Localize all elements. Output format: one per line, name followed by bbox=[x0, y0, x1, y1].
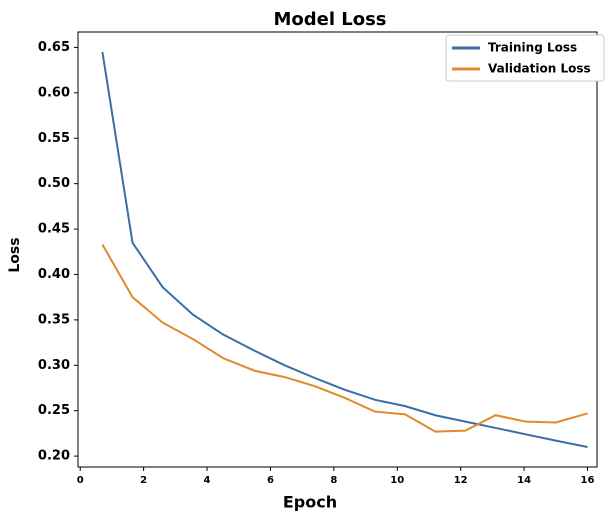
line-series bbox=[101, 244, 588, 433]
x-tick-label: 8 bbox=[330, 475, 337, 486]
legend-label: Validation Loss bbox=[488, 62, 591, 76]
x-tick-label: 16 bbox=[581, 475, 595, 486]
y-tick-label: 0.60 bbox=[38, 85, 70, 100]
y-tick-label: 0.25 bbox=[38, 403, 70, 418]
x-tick-label: 6 bbox=[267, 475, 274, 486]
x-tick-label: 10 bbox=[390, 475, 404, 486]
y-tick-label: 0.40 bbox=[38, 267, 70, 282]
x-tick-label: 14 bbox=[517, 475, 531, 486]
x-tick-label: 4 bbox=[204, 475, 211, 486]
y-tick-label: 0.35 bbox=[38, 312, 70, 327]
line-series bbox=[101, 51, 588, 449]
x-axis-label: Epoch bbox=[283, 493, 337, 512]
y-tick-label: 0.45 bbox=[38, 222, 70, 237]
x-tick-label: 2 bbox=[140, 475, 147, 486]
x-tick-label: 0 bbox=[77, 475, 84, 486]
x-tick-label: 12 bbox=[454, 475, 468, 486]
y-tick-label: 0.20 bbox=[38, 449, 70, 464]
chart-title: Model Loss bbox=[273, 9, 386, 30]
legend-box bbox=[445, 34, 605, 82]
y-axis-label: Loss bbox=[7, 237, 23, 272]
plot-frame bbox=[77, 31, 598, 468]
y-tick-label: 0.50 bbox=[38, 176, 70, 191]
y-tick-label: 0.30 bbox=[38, 358, 70, 373]
y-tick-label: 0.55 bbox=[38, 131, 70, 146]
y-tick-label: 0.65 bbox=[38, 40, 70, 55]
legend-label: Training Loss bbox=[488, 41, 577, 55]
